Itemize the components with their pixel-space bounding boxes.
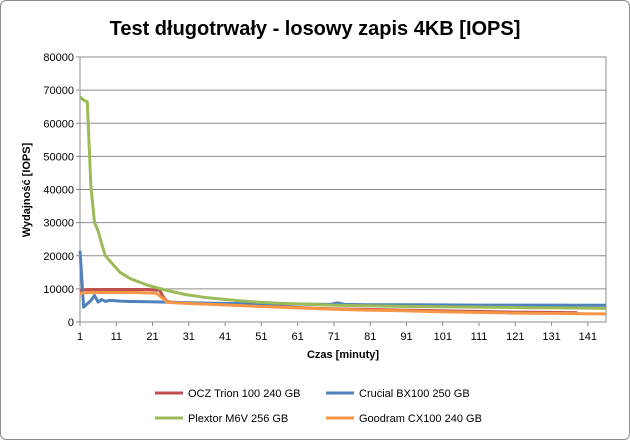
- series-lines: [78, 95, 607, 316]
- y-axis-title: Wydajność [IOPS]: [21, 142, 33, 237]
- x-tick-label: 21: [146, 331, 158, 343]
- x-tick-label: 131: [542, 331, 560, 343]
- x-tick-label: 11: [111, 331, 122, 343]
- y-axis-ticks: 0 10000 20000 30000 40000 50000 60000 70000 8000…: [43, 52, 80, 329]
- chart-title: Test długotrwały - losowy zapis 4KB [IOP…: [110, 18, 521, 40]
- y-tick-label: 70000: [43, 85, 74, 97]
- x-tick-label: 61: [292, 331, 304, 343]
- legend-label: Crucial BX100 250 GB: [359, 388, 470, 400]
- x-tick-label: 41: [219, 331, 231, 343]
- x-axis-title: Czas [minuty]: [307, 349, 379, 361]
- x-tick-label: 81: [364, 331, 376, 343]
- x-tick-label: 31: [183, 331, 195, 343]
- x-tick-label: 1: [77, 331, 83, 343]
- y-tick-label: 40000: [43, 185, 74, 197]
- y-tick-label: 30000: [43, 218, 74, 230]
- grid-lines: [80, 89, 606, 290]
- x-axis-ticks: 1 11 21 31 41 51 61 71 81 91 101 111 121 131 141: [77, 322, 597, 343]
- x-tick-label: 111: [471, 331, 488, 343]
- legend: OCZ Trion 100 240 GB Crucial BX100 250 GB…: [155, 388, 482, 425]
- x-tick-label: 121: [506, 331, 524, 343]
- x-tick-label: 71: [328, 331, 340, 343]
- x-tick-label: 141: [579, 331, 597, 343]
- x-tick-label: 101: [434, 331, 452, 343]
- legend-label: Goodram CX100 240 GB: [359, 413, 482, 425]
- y-tick-label: 50000: [43, 151, 74, 163]
- legend-label: OCZ Trion 100 240 GB: [188, 388, 301, 400]
- y-tick-label: 60000: [43, 118, 74, 130]
- y-tick-label: 20000: [43, 251, 74, 263]
- legend-label: Plextor M6V 256 GB: [188, 413, 288, 425]
- x-tick-label: 91: [400, 331, 412, 343]
- y-tick-label: 10000: [43, 284, 74, 296]
- y-tick-label: 0: [68, 317, 74, 329]
- y-tick-label: 80000: [43, 52, 74, 64]
- series-line-4: [79, 291, 607, 316]
- series-line-3: [78, 95, 607, 310]
- x-tick-label: 51: [255, 331, 267, 343]
